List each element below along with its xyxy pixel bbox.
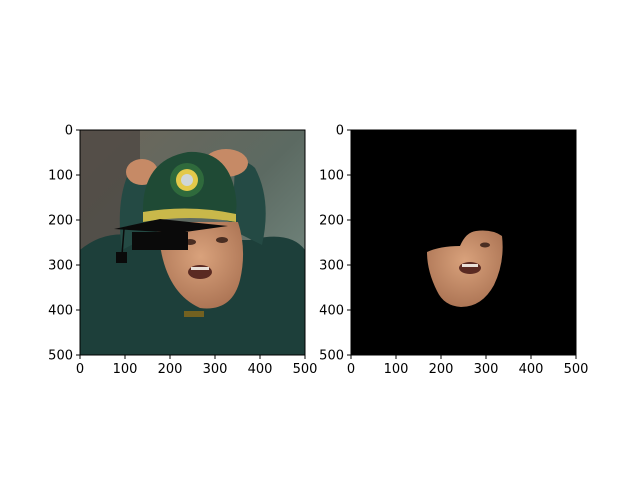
right-image-panel	[350, 129, 577, 356]
x-tick-label: 300	[203, 362, 228, 377]
y-tick-label: 0	[65, 124, 73, 139]
x-tick-label: 400	[519, 362, 544, 377]
y-tick-label: 200	[48, 214, 73, 229]
x-tick-label: 300	[474, 362, 499, 377]
y-tick-label: 300	[319, 259, 344, 274]
x-tick-label: 400	[248, 362, 273, 377]
x-tick-label: 100	[113, 362, 138, 377]
y-tick-label: 200	[319, 214, 344, 229]
x-tick-label: 100	[384, 362, 409, 377]
y-tick-label: 300	[48, 259, 73, 274]
y-tick-label: 400	[319, 304, 344, 319]
y-tick-label: 0	[336, 124, 344, 139]
x-tick-label: 0	[347, 362, 355, 377]
y-tick-label: 500	[319, 349, 344, 364]
right-axes-frame	[350, 129, 577, 356]
x-tick-label: 200	[158, 362, 183, 377]
y-tick-label: 400	[48, 304, 73, 319]
left-image-panel	[79, 129, 306, 356]
y-tick-label: 100	[319, 169, 344, 184]
y-tick-label: 100	[48, 169, 73, 184]
right-mask-image	[351, 130, 576, 355]
left-photo	[80, 130, 305, 355]
x-tick-label: 500	[293, 362, 318, 377]
left-axes-frame	[79, 129, 306, 356]
x-tick-label: 500	[564, 362, 589, 377]
y-tick-label: 500	[48, 349, 73, 364]
x-tick-label: 0	[76, 362, 84, 377]
x-tick-label: 200	[429, 362, 454, 377]
